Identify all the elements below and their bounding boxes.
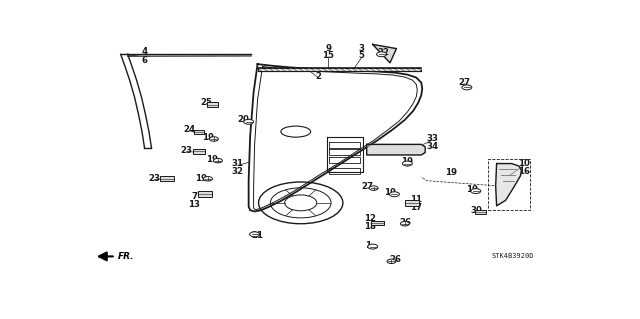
Text: 9: 9 bbox=[325, 44, 331, 53]
Bar bbox=[405, 200, 419, 205]
Text: 27: 27 bbox=[362, 182, 374, 191]
Bar bbox=[198, 191, 212, 197]
Circle shape bbox=[462, 85, 472, 90]
Circle shape bbox=[369, 186, 378, 190]
Text: FR.: FR. bbox=[118, 252, 134, 261]
Circle shape bbox=[209, 137, 218, 141]
Circle shape bbox=[390, 192, 399, 197]
Text: 11: 11 bbox=[410, 195, 422, 204]
Text: 19: 19 bbox=[401, 157, 413, 166]
Text: 19: 19 bbox=[385, 188, 397, 197]
Bar bbox=[257, 68, 421, 71]
Polygon shape bbox=[367, 145, 425, 155]
Bar bbox=[193, 130, 205, 134]
Bar bbox=[476, 210, 486, 214]
Text: 27: 27 bbox=[458, 78, 470, 87]
Text: 5: 5 bbox=[359, 51, 365, 61]
Circle shape bbox=[401, 221, 410, 226]
Text: 16: 16 bbox=[518, 167, 530, 176]
Text: 6: 6 bbox=[141, 56, 147, 65]
Text: 18: 18 bbox=[364, 222, 376, 231]
Text: STK4B3920D: STK4B3920D bbox=[492, 253, 534, 259]
Text: 12: 12 bbox=[364, 214, 376, 223]
Text: 7: 7 bbox=[191, 192, 197, 201]
Bar bbox=[160, 176, 173, 182]
Text: 24: 24 bbox=[183, 125, 195, 134]
Text: 3: 3 bbox=[359, 44, 365, 53]
Circle shape bbox=[250, 232, 260, 237]
Circle shape bbox=[213, 159, 222, 163]
Circle shape bbox=[204, 177, 212, 181]
Polygon shape bbox=[372, 44, 396, 63]
Text: 17: 17 bbox=[410, 203, 422, 212]
Polygon shape bbox=[495, 164, 522, 206]
Text: 19: 19 bbox=[196, 174, 207, 183]
Text: 19: 19 bbox=[466, 185, 478, 194]
Text: 19: 19 bbox=[445, 168, 457, 177]
Bar bbox=[371, 220, 384, 226]
Text: 30: 30 bbox=[471, 206, 483, 215]
Bar bbox=[193, 149, 205, 154]
Text: 25: 25 bbox=[200, 98, 212, 107]
Text: 1: 1 bbox=[365, 241, 371, 249]
Text: 26: 26 bbox=[389, 255, 401, 264]
Circle shape bbox=[367, 244, 378, 249]
Text: 15: 15 bbox=[322, 51, 334, 61]
Circle shape bbox=[471, 189, 481, 194]
Text: 10: 10 bbox=[518, 159, 530, 168]
Text: 33: 33 bbox=[426, 135, 438, 144]
Text: 34: 34 bbox=[426, 142, 438, 151]
Text: 2: 2 bbox=[315, 72, 321, 81]
Text: 23: 23 bbox=[180, 145, 193, 154]
Bar bbox=[207, 102, 218, 107]
Text: 4: 4 bbox=[141, 47, 148, 56]
Text: 32: 32 bbox=[232, 167, 244, 176]
Text: 20: 20 bbox=[237, 115, 250, 124]
Circle shape bbox=[403, 161, 412, 166]
Circle shape bbox=[244, 119, 253, 124]
Text: 19: 19 bbox=[207, 155, 218, 164]
Text: 21: 21 bbox=[252, 231, 264, 240]
Circle shape bbox=[376, 52, 387, 57]
Text: 13: 13 bbox=[188, 200, 200, 209]
Circle shape bbox=[387, 259, 396, 263]
Text: 19: 19 bbox=[202, 132, 214, 142]
Text: 23: 23 bbox=[148, 174, 161, 183]
Text: 26: 26 bbox=[399, 218, 411, 226]
Text: 31: 31 bbox=[232, 159, 244, 168]
Text: 22: 22 bbox=[378, 48, 390, 57]
